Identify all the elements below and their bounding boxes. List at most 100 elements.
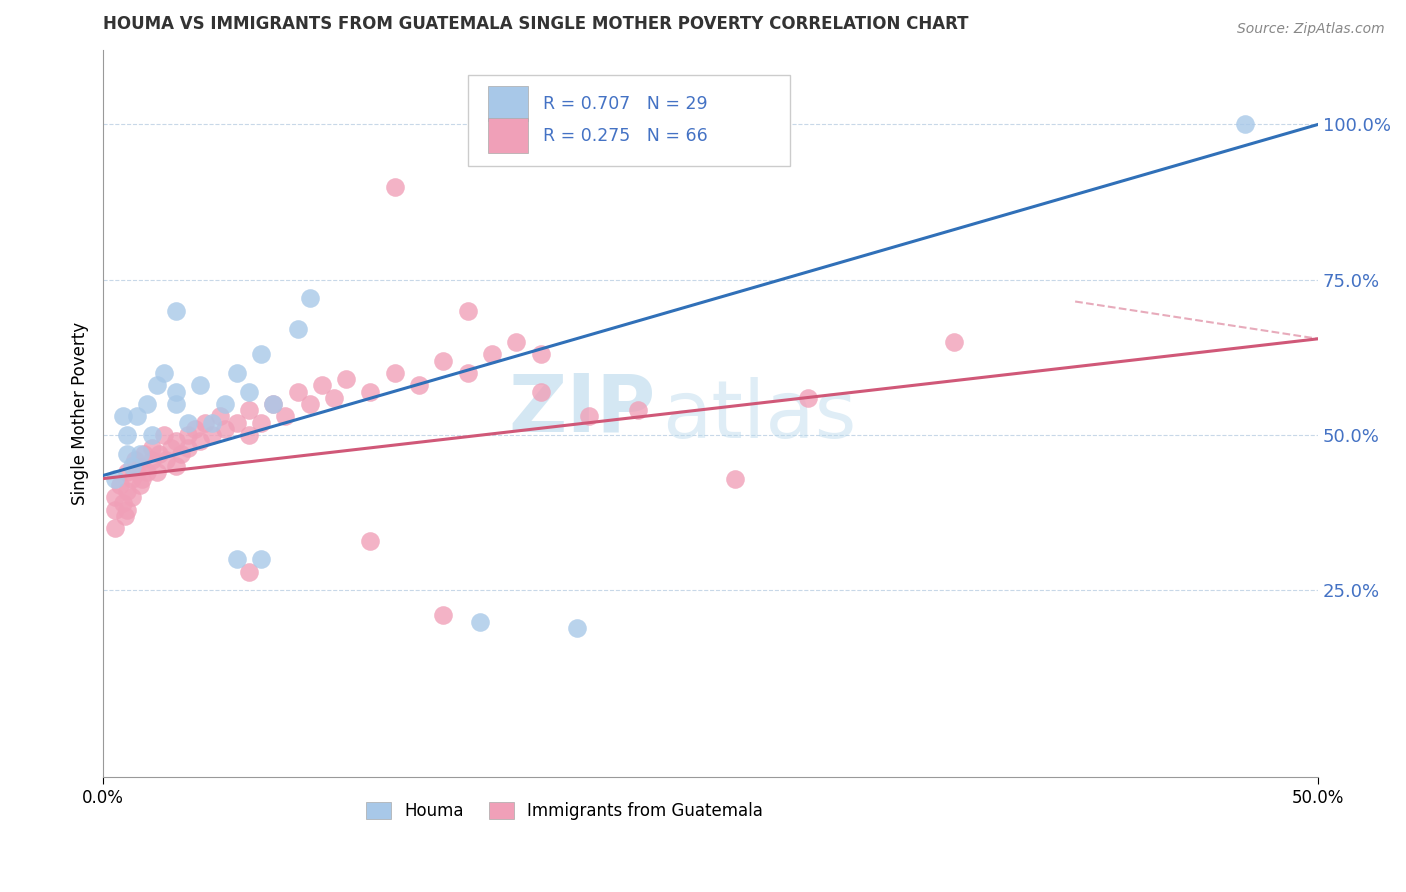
Text: R = 0.275   N = 66: R = 0.275 N = 66: [543, 127, 707, 145]
Point: [165, 303, 187, 318]
Point: [724, 472, 747, 486]
Point: [128, 459, 150, 474]
Point: [121, 490, 143, 504]
Point: [225, 366, 247, 380]
Point: [627, 403, 650, 417]
Point: [153, 428, 176, 442]
Point: [238, 403, 260, 417]
Point: [250, 347, 273, 361]
Point: [124, 453, 146, 467]
Text: atlas: atlas: [662, 376, 856, 455]
Point: [104, 502, 127, 516]
Point: [141, 453, 163, 467]
Text: R = 0.707   N = 29: R = 0.707 N = 29: [543, 95, 707, 112]
Point: [145, 378, 167, 392]
Point: [177, 441, 200, 455]
Point: [165, 384, 187, 399]
Point: [111, 409, 134, 424]
Point: [565, 621, 588, 635]
FancyBboxPatch shape: [468, 75, 790, 166]
Point: [408, 378, 430, 392]
Point: [359, 384, 381, 399]
Point: [250, 552, 273, 566]
Point: [250, 416, 273, 430]
Point: [384, 366, 406, 380]
Point: [505, 334, 527, 349]
Point: [160, 441, 183, 455]
Point: [359, 533, 381, 548]
Point: [135, 397, 157, 411]
Point: [225, 552, 247, 566]
Point: [127, 409, 149, 424]
Point: [165, 397, 187, 411]
Point: [335, 372, 357, 386]
Point: [287, 322, 309, 336]
Point: [188, 378, 211, 392]
Legend: Houma, Immigrants from Guatemala: Houma, Immigrants from Guatemala: [360, 795, 770, 827]
Point: [432, 353, 454, 368]
Point: [457, 303, 479, 318]
Text: HOUMA VS IMMIGRANTS FROM GUATEMALA SINGLE MOTHER POVERTY CORRELATION CHART: HOUMA VS IMMIGRANTS FROM GUATEMALA SINGL…: [103, 15, 969, 33]
Point: [184, 422, 207, 436]
Point: [135, 466, 157, 480]
Point: [134, 447, 156, 461]
Point: [108, 478, 131, 492]
Point: [201, 428, 224, 442]
Point: [311, 378, 333, 392]
Point: [104, 472, 127, 486]
Point: [384, 179, 406, 194]
Y-axis label: Single Mother Poverty: Single Mother Poverty: [72, 322, 89, 505]
Point: [274, 409, 297, 424]
Point: [797, 391, 820, 405]
Point: [238, 565, 260, 579]
Point: [481, 347, 503, 361]
Point: [155, 453, 177, 467]
FancyBboxPatch shape: [488, 118, 529, 153]
Text: Source: ZipAtlas.com: Source: ZipAtlas.com: [1237, 22, 1385, 37]
Point: [145, 466, 167, 480]
Point: [128, 478, 150, 492]
FancyBboxPatch shape: [488, 87, 529, 121]
Point: [104, 521, 127, 535]
Point: [111, 496, 134, 510]
Point: [165, 434, 187, 449]
Point: [165, 459, 187, 474]
Point: [298, 292, 321, 306]
Point: [114, 508, 136, 523]
Point: [468, 615, 491, 629]
Point: [117, 428, 139, 442]
Point: [121, 472, 143, 486]
Point: [225, 416, 247, 430]
Point: [188, 434, 211, 449]
Text: ZIP: ZIP: [509, 371, 657, 449]
Point: [1234, 117, 1257, 131]
Point: [153, 366, 176, 380]
Point: [177, 416, 200, 430]
Point: [262, 397, 284, 411]
Point: [104, 490, 127, 504]
Point: [529, 347, 551, 361]
Point: [214, 397, 236, 411]
Point: [262, 397, 284, 411]
Point: [148, 447, 170, 461]
Point: [121, 459, 143, 474]
Point: [529, 384, 551, 399]
Point: [238, 428, 260, 442]
Point: [323, 391, 346, 405]
Point: [117, 502, 139, 516]
Point: [208, 409, 231, 424]
Point: [214, 422, 236, 436]
Point: [432, 608, 454, 623]
Point: [287, 384, 309, 399]
Point: [298, 397, 321, 411]
Point: [578, 409, 600, 424]
Point: [141, 441, 163, 455]
Point: [177, 428, 200, 442]
Point: [238, 384, 260, 399]
Point: [117, 447, 139, 461]
Point: [117, 483, 139, 498]
Point: [942, 334, 965, 349]
Point: [201, 416, 224, 430]
Point: [457, 366, 479, 380]
Point: [141, 428, 163, 442]
